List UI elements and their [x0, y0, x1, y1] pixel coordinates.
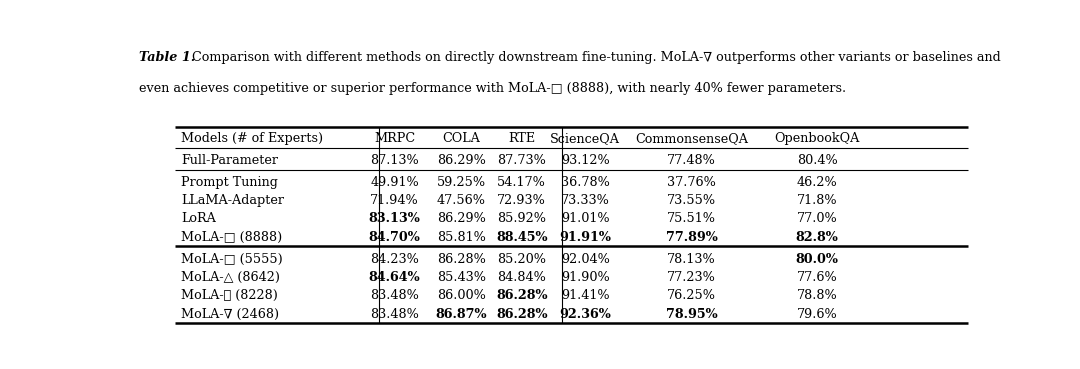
Text: 84.70%: 84.70%: [368, 231, 420, 244]
Text: 75.51%: 75.51%: [667, 213, 716, 225]
Text: 77.23%: 77.23%: [667, 271, 716, 284]
Text: 73.55%: 73.55%: [667, 194, 716, 207]
Text: even achieves competitive or superior performance with MoLA-□ (8888), with nearl: even achieves competitive or superior pe…: [139, 82, 847, 95]
Text: MoLA-□ (8888): MoLA-□ (8888): [181, 231, 282, 244]
Text: OpenbookQA: OpenbookQA: [774, 132, 860, 145]
Text: 37.76%: 37.76%: [667, 176, 716, 189]
Text: 92.36%: 92.36%: [559, 308, 611, 321]
Text: 77.89%: 77.89%: [665, 231, 717, 244]
Text: 85.43%: 85.43%: [437, 271, 486, 284]
Text: MoLA-△ (8642): MoLA-△ (8642): [181, 271, 280, 284]
Text: 85.20%: 85.20%: [497, 252, 546, 266]
Text: Prompt Tuning: Prompt Tuning: [181, 176, 278, 189]
Text: 80.0%: 80.0%: [796, 252, 838, 266]
Text: 71.8%: 71.8%: [797, 194, 837, 207]
Text: 83.48%: 83.48%: [370, 289, 419, 302]
Text: 84.84%: 84.84%: [497, 271, 546, 284]
Text: MoLA-∇ (2468): MoLA-∇ (2468): [181, 308, 279, 321]
Text: MRPC: MRPC: [374, 132, 415, 145]
Text: 54.17%: 54.17%: [497, 176, 546, 189]
Text: 82.8%: 82.8%: [796, 231, 838, 244]
Text: MoLA-□ (5555): MoLA-□ (5555): [181, 252, 283, 266]
Text: 86.00%: 86.00%: [437, 289, 486, 302]
Text: 46.2%: 46.2%: [797, 176, 837, 189]
Text: 59.25%: 59.25%: [437, 176, 486, 189]
Text: 77.0%: 77.0%: [797, 213, 837, 225]
Text: 76.25%: 76.25%: [667, 289, 716, 302]
Text: 86.87%: 86.87%: [435, 308, 487, 321]
Text: LLaMA-Adapter: LLaMA-Adapter: [181, 194, 284, 207]
Text: 86.29%: 86.29%: [437, 213, 486, 225]
Text: 91.41%: 91.41%: [561, 289, 609, 302]
Text: 87.73%: 87.73%: [497, 154, 546, 167]
Text: 47.56%: 47.56%: [437, 194, 486, 207]
Text: 91.90%: 91.90%: [561, 271, 610, 284]
Text: Comparison with different methods on directly downstream fine-tuning. MoLA-∇ out: Comparison with different methods on dir…: [188, 51, 1000, 64]
Text: 91.91%: 91.91%: [559, 231, 611, 244]
Text: 88.45%: 88.45%: [496, 231, 548, 244]
Text: 84.64%: 84.64%: [368, 271, 420, 284]
Text: 85.81%: 85.81%: [437, 231, 486, 244]
Text: CommonsenseQA: CommonsenseQA: [635, 132, 748, 145]
Text: 77.6%: 77.6%: [797, 271, 837, 284]
Text: 86.28%: 86.28%: [496, 308, 548, 321]
Text: RTE: RTE: [508, 132, 536, 145]
Text: 86.29%: 86.29%: [437, 154, 486, 167]
Text: 72.93%: 72.93%: [497, 194, 546, 207]
Text: 36.78%: 36.78%: [561, 176, 610, 189]
Text: 77.48%: 77.48%: [667, 154, 716, 167]
Text: MoLA-⊳ (8228): MoLA-⊳ (8228): [181, 289, 278, 302]
Text: 78.8%: 78.8%: [797, 289, 837, 302]
Text: ScienceQA: ScienceQA: [551, 132, 620, 145]
Text: 85.92%: 85.92%: [497, 213, 546, 225]
Text: 92.04%: 92.04%: [561, 252, 610, 266]
Text: 83.13%: 83.13%: [368, 213, 420, 225]
Text: 83.48%: 83.48%: [370, 308, 419, 321]
Text: 71.94%: 71.94%: [370, 194, 419, 207]
Text: Full-Parameter: Full-Parameter: [181, 154, 278, 167]
Text: 78.95%: 78.95%: [665, 308, 717, 321]
Text: 93.12%: 93.12%: [561, 154, 610, 167]
Text: 78.13%: 78.13%: [667, 252, 716, 266]
Text: 91.01%: 91.01%: [561, 213, 609, 225]
Text: COLA: COLA: [443, 132, 481, 145]
Text: 79.6%: 79.6%: [797, 308, 837, 321]
Text: LoRA: LoRA: [181, 213, 216, 225]
Text: 80.4%: 80.4%: [797, 154, 837, 167]
Text: 49.91%: 49.91%: [370, 176, 419, 189]
Text: Models (# of Experts): Models (# of Experts): [181, 132, 323, 145]
Text: 84.23%: 84.23%: [370, 252, 419, 266]
Text: 86.28%: 86.28%: [496, 289, 548, 302]
Text: 87.13%: 87.13%: [370, 154, 419, 167]
Text: 86.28%: 86.28%: [437, 252, 486, 266]
Text: Table 1.: Table 1.: [139, 51, 195, 64]
Text: 73.33%: 73.33%: [561, 194, 610, 207]
